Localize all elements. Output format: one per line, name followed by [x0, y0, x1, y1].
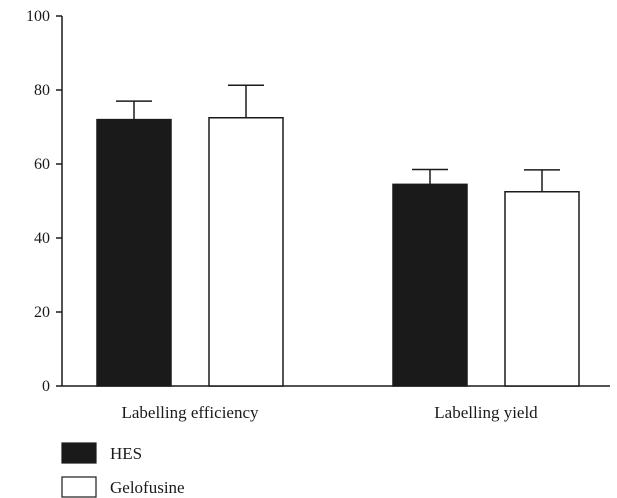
bar-hes-labelling-efficiency — [96, 118, 172, 387]
legend-label-hes: HES — [110, 444, 142, 463]
category-label-labelling-yield: Labelling yield — [434, 403, 538, 422]
legend-label-gelofusine: Gelofusine — [110, 478, 185, 497]
y-axis-ticks: 0 20 40 60 80 100 — [26, 8, 62, 395]
y-tick-label-60: 60 — [34, 156, 50, 173]
y-tick-label-80: 80 — [34, 82, 50, 99]
category-label-labelling-efficiency: Labelling efficiency — [121, 403, 259, 422]
legend-item-hes: HES — [61, 442, 142, 464]
bar-gelofusine-labelling-efficiency — [208, 117, 284, 387]
bars-group — [96, 84, 580, 387]
y-tick-label-20: 20 — [34, 304, 50, 321]
y-tick-label-100: 100 — [26, 8, 50, 25]
legend-swatch-gelofusine — [61, 476, 97, 498]
legend-swatch-hes — [61, 442, 97, 464]
x-axis-labels: Labelling efficiency Labelling yield — [121, 403, 538, 422]
bar-hes-labelling-yield — [392, 183, 468, 387]
bar-gelofusine-labelling-yield — [504, 191, 580, 387]
y-tick-label-0: 0 — [42, 378, 50, 395]
legend-item-gelofusine: Gelofusine — [61, 476, 185, 498]
y-tick-label-40: 40 — [34, 230, 50, 247]
legend: HES Gelofusine — [61, 442, 185, 498]
